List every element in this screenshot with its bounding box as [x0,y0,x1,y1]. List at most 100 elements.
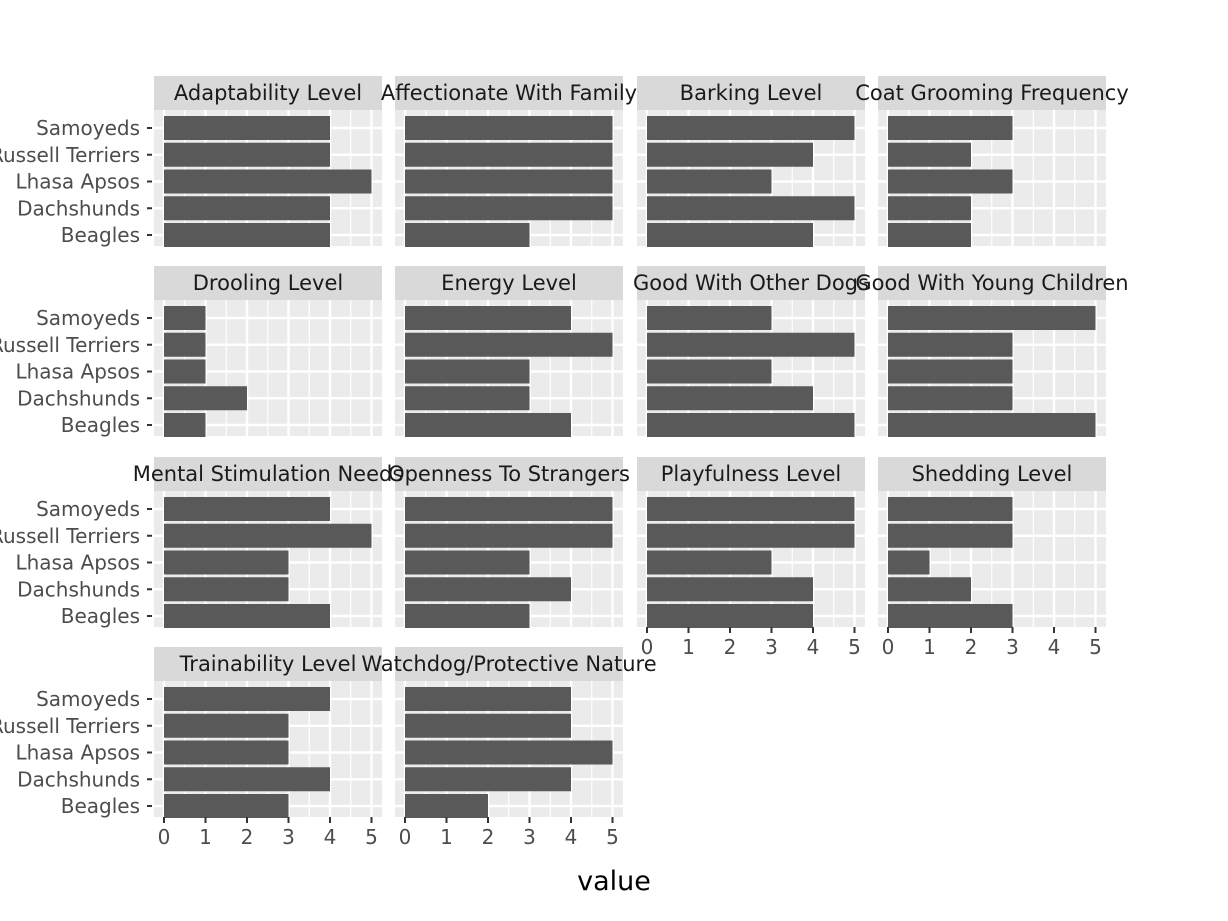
facet-strip [154,647,382,681]
bar [164,386,247,411]
x-tick-label: 2 [482,825,495,849]
bar [647,196,855,221]
bar [405,604,530,628]
facet-panel [637,266,865,437]
facet-title: Playfulness Level [661,462,842,486]
x-tick-label: 5 [365,825,378,849]
bar [405,713,571,738]
bar [405,386,530,411]
category-label: Lhasa Apsos [15,741,140,765]
bar [647,223,813,247]
bar [647,577,813,602]
bar [164,740,289,765]
facet-strip [395,647,623,681]
bar [647,142,813,167]
facet-panel [395,457,623,628]
bar [164,116,330,140]
bar [164,713,289,738]
facet-title: Affectionate With Family [381,81,637,105]
bar [888,142,971,167]
x-tick-label: 4 [324,825,337,849]
bar [164,223,330,247]
bar [164,359,206,384]
bar [405,794,488,818]
category-label: Dachshunds [17,196,140,220]
bar [888,306,1096,330]
bar [164,142,330,167]
category-label: Dachshunds [17,386,140,410]
bar [405,550,530,575]
bar [405,523,613,548]
x-tick-label: 1 [440,825,453,849]
category-label: Samoyeds [36,687,140,711]
bar [405,359,530,384]
bar [164,169,372,194]
facet-strip [878,266,1106,300]
category-label: Beagles [61,794,140,818]
bar [405,577,571,602]
x-tick-label: 1 [199,825,212,849]
bar [647,413,855,437]
bar [888,386,1013,411]
bar [888,550,930,575]
facet-panel [637,76,865,247]
bar [405,332,613,357]
bar [888,413,1096,437]
facet-panel [154,76,382,247]
x-tick-label: 5 [606,825,619,849]
bar [405,142,613,167]
facet-panel: 0 1 2 3 4 5 [395,647,623,849]
facet-title: Mental Stimulation Needs [133,462,404,486]
facet-panel: 0 1 2 3 4 5 [878,457,1106,659]
x-tick-label: 2 [241,825,254,849]
bar [405,497,613,521]
facet-strip [878,457,1106,491]
bar [164,413,206,437]
category-label: Dachshunds [17,767,140,791]
x-tick-label: 5 [1089,635,1102,659]
facet-strips: Adaptability Level Affectionate With Fami… [133,81,1129,676]
bar [888,116,1013,140]
x-tick-label: 0 [399,825,412,849]
category-label: Beagles [61,413,140,437]
bar [405,116,613,140]
bar [647,306,772,330]
bar [647,523,855,548]
category-label: Beagles [61,604,140,628]
x-axis-title: value [577,866,651,897]
facet-panel [395,76,623,247]
x-tick-label: 4 [1048,635,1061,659]
bar [164,523,372,548]
bar [647,386,813,411]
bar [164,196,330,221]
bar [647,116,855,140]
facet-panel [154,266,382,437]
bar [405,169,613,194]
facet-strip [395,457,623,491]
facet-panel [154,457,382,628]
category-label: Lhasa Apsos [15,551,140,575]
category-labels: Samoyeds Parson Russell Terriers Lhasa Aps… [0,116,152,818]
category-label: Samoyeds [36,306,140,330]
facet-title: Shedding Level [912,462,1073,486]
bar [164,604,330,628]
facet-panel [395,266,623,437]
bar [647,604,813,628]
bar [888,359,1013,384]
bar [888,523,1013,548]
bar [647,332,855,357]
bar [405,767,571,792]
bar [164,687,330,711]
category-label: Parson Russell Terriers [0,524,140,548]
bar [405,223,530,247]
facet-title: Good With Young Children [855,271,1128,295]
category-label: Samoyeds [36,497,140,521]
bar [888,169,1013,194]
x-tick-label: 3 [282,825,295,849]
bar [888,604,1013,628]
bar [405,687,571,711]
facet-title: Trainability Level [179,652,357,676]
x-tick-label: 1 [682,635,695,659]
x-tick-label: 0 [158,825,171,849]
category-label: Parson Russell Terriers [0,143,140,167]
